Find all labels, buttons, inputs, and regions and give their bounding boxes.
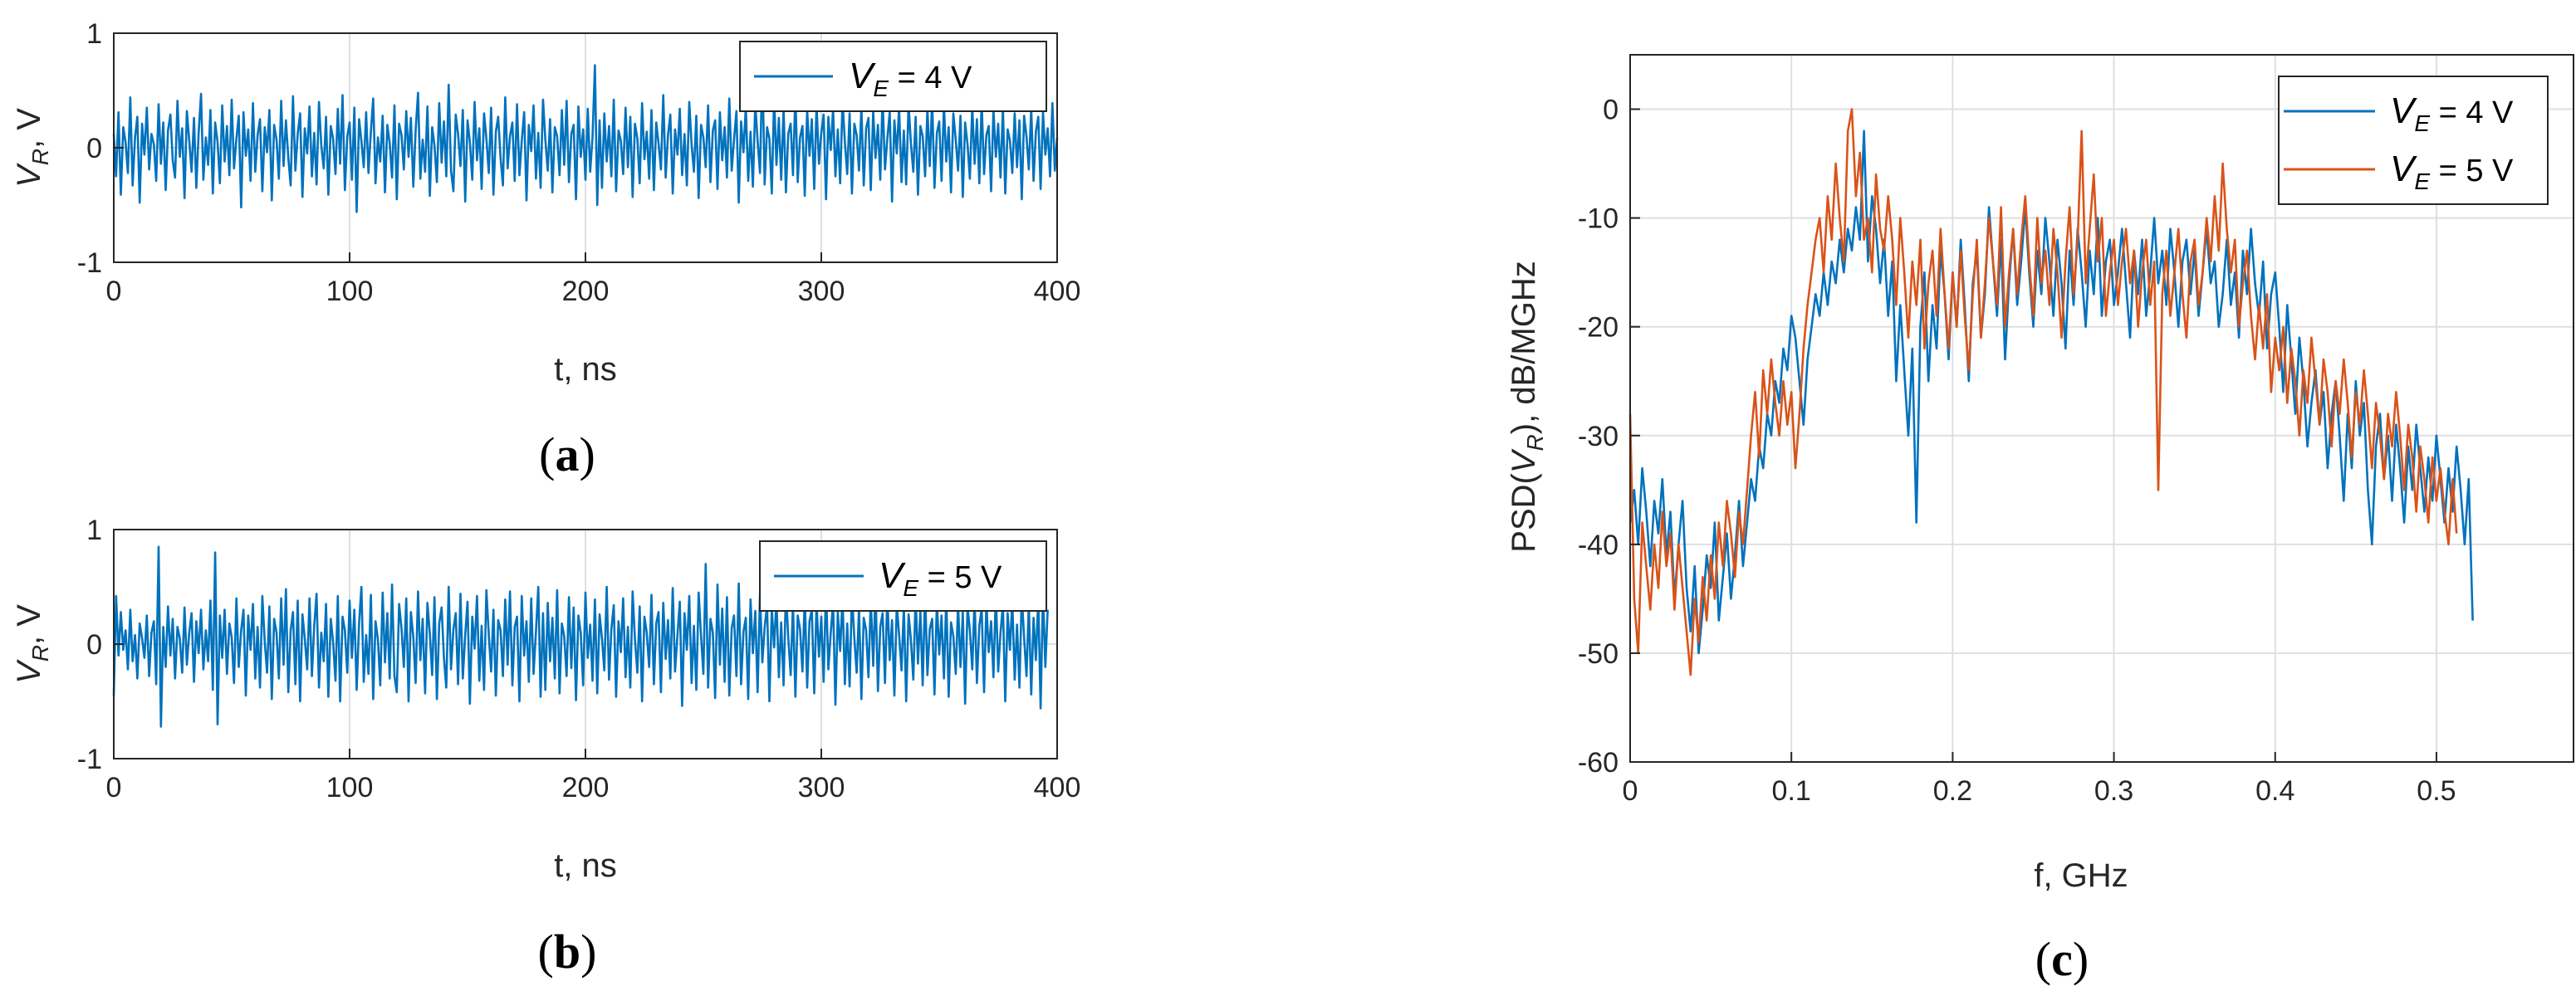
panel-b-xtick-label: 100 [326, 772, 374, 803]
panel-a-series-line-0 [112, 61, 1059, 213]
panel-a-xtick-label: 300 [798, 276, 845, 307]
panel-a-xlabel: t, ns [554, 351, 617, 388]
panel-c-xtick-label: 0.4 [2255, 775, 2294, 807]
panel-c-ytick-label: 0 [1603, 95, 1619, 126]
panel-a-legend: VE = 4 V [739, 41, 1047, 112]
panel-c-ytick-label: -50 [1578, 638, 1619, 670]
panel-a-xticks: 0 100 200 300 400 [106, 252, 1081, 307]
panel-a-ytick-label: -1 [77, 247, 102, 279]
panel-c-xtick-label: 0.5 [2417, 775, 2456, 807]
panel-c-axes-frame [1629, 54, 2574, 763]
panel-c-xlabel: f, GHz [2034, 857, 2128, 894]
panel-c: 0 0.1 0.2 0.3 0.4 0.5 -60 -50 -40 -30 -20 -10 0 f, … [1506, 54, 2574, 986]
panel-b-ytick-label: -1 [77, 744, 102, 775]
panel-c-yticks: -60 -50 -40 -30 -20 -10 0 [1578, 95, 1640, 779]
panel-c-ytick-label: -20 [1578, 312, 1619, 344]
panel-c-series-line-1 [1628, 108, 2458, 676]
panel-c-series [1628, 108, 2474, 676]
panel-b-ylabel: VR, V [11, 604, 53, 684]
panel-b-xlabel: t, ns [554, 847, 617, 884]
panel-b-legend: VE = 5 V [759, 540, 1047, 612]
panel-b-series [112, 545, 1049, 728]
panel-b-caption: (b) [538, 925, 597, 979]
panel-c-grid [1630, 55, 2574, 762]
panel-a-xtick-label: 400 [1034, 276, 1081, 307]
panel-c-ytick-label: -60 [1578, 747, 1619, 779]
panel-c-legend: VE = 4 V VE = 5 V [2278, 76, 2549, 205]
panel-a-yticks: -1 0 1 [77, 18, 124, 279]
panel-c-xtick-label: 0.2 [1933, 775, 1972, 807]
panel-c-xtick-label: 0.3 [2094, 775, 2133, 807]
panel-b-series-line-0 [112, 545, 1049, 728]
panel-b-ytick-label: 1 [86, 515, 102, 546]
panel-b-yticks: -1 0 1 [77, 515, 124, 775]
panel-c-ylabel: PSD(VR), dB/MGHz [1506, 261, 1548, 552]
panel-b-xtick-label: 300 [798, 772, 845, 803]
panel-c-ytick-label: -40 [1578, 530, 1619, 561]
panel-c-xticks: 0 0.1 0.2 0.3 0.4 0.5 [1623, 752, 2456, 807]
panel-c-legend-label-5v: VE = 5 V [2390, 149, 2514, 194]
panel-b-xtick-label: 400 [1034, 772, 1081, 803]
panel-a-ylabel: VR, V [11, 108, 53, 188]
panel-a-xtick-label: 0 [106, 276, 122, 307]
panel-a: 0 100 200 300 400 -101 t, ns VR, V VE = 4 V … [11, 18, 1080, 481]
panel-b-xtick-label: 0 [106, 772, 122, 803]
panel-a-legend-label: VE = 4 V [849, 56, 972, 101]
panel-c-ytick-label: -10 [1578, 203, 1619, 235]
panel-c-series-line-0 [1628, 129, 2474, 655]
panel-a-caption: (a) [539, 427, 595, 481]
panel-b-xticks: 0 100 200 300 400 [106, 749, 1081, 803]
panel-b-xtick-label: 200 [562, 772, 610, 803]
panel-b-ytick-label: 0 [86, 629, 102, 661]
panel-a-xtick-label: 200 [562, 276, 610, 307]
panel-a-ytick-label: 0 [86, 133, 102, 164]
panel-b-legend-label: VE = 5 V [879, 555, 1002, 601]
panel-b: 0 100 200 300 400 -101 t, ns VR, V VE = 5 V … [11, 515, 1080, 979]
panel-c-xtick-label: 0.1 [1772, 775, 1811, 807]
panel-c-ytick-label: -30 [1578, 421, 1619, 452]
panel-c-legend-label-4v: VE = 4 V [2390, 90, 2514, 136]
panel-a-ytick-label: 1 [86, 18, 102, 50]
panel-c-legend-box [2278, 76, 2549, 205]
panel-a-xtick-label: 100 [326, 276, 374, 307]
panel-a-series [112, 61, 1059, 213]
panel-c-caption: (c) [2035, 932, 2089, 986]
panel-c-xtick-label: 0 [1623, 775, 1638, 807]
